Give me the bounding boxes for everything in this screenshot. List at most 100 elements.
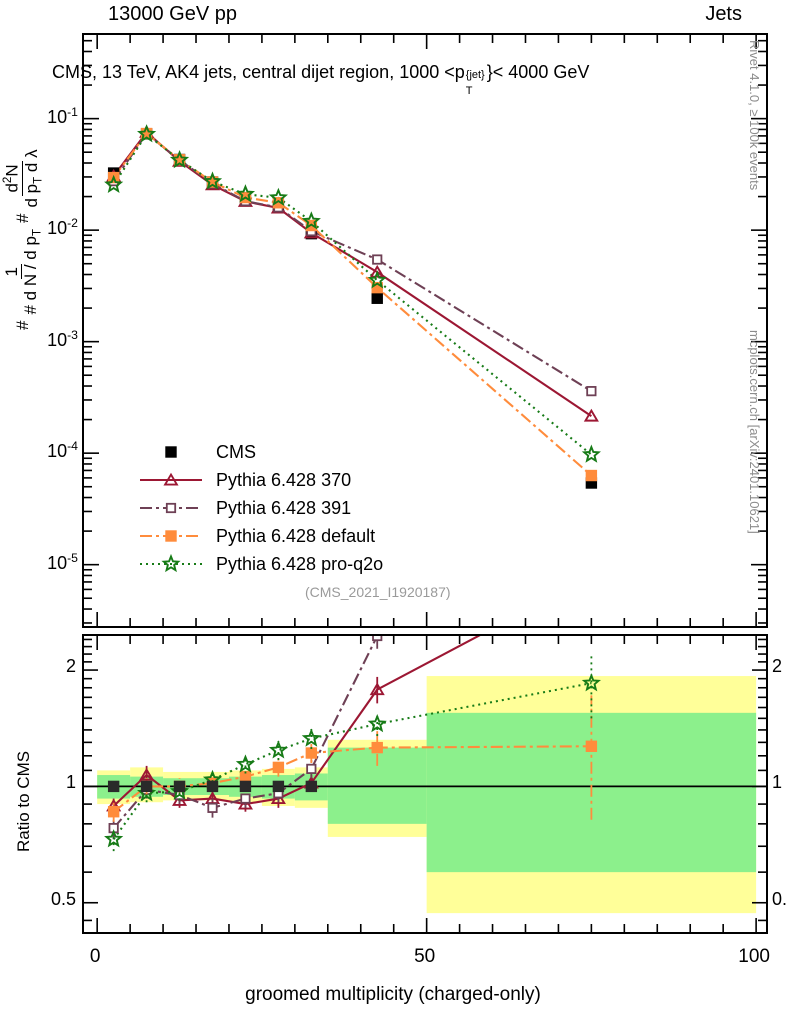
main-y-tick-label-2: 10-3 (47, 327, 78, 350)
main-point-series-1 (369, 264, 385, 278)
ylabel-N: N (2, 164, 22, 177)
ratio-point-series-2 (306, 763, 317, 774)
main-series-line-2 (112, 132, 592, 393)
ylabel-hash1: # (13, 320, 33, 330)
ylabel-d2-sup: 2 (2, 176, 14, 184)
main-point-series-4 (367, 270, 387, 289)
plot-title-text: CMS, 13 TeV, AK4 jets, central dijet reg… (52, 62, 465, 82)
ylabel-den1: # d N / d pT (20, 228, 44, 315)
legend-item-1[interactable]: Pythia 6.428 370 (140, 466, 383, 494)
main-point-series-4 (301, 211, 321, 230)
ratio-point-series-2 (207, 802, 218, 813)
legend-glyph-3 (165, 530, 177, 542)
legend-marker-star-open (140, 553, 202, 575)
ratio-point-series-2 (372, 636, 383, 642)
ylabel-dpt2: d p (21, 183, 41, 208)
ratio-point-cms (107, 780, 120, 793)
legend-marker-square-filled (140, 525, 202, 547)
legend-marker-square-open (140, 497, 202, 519)
x-tick-label-1: 50 (414, 946, 436, 967)
ylabel-dN: d N (20, 273, 40, 301)
ylabel-hash3: # (13, 213, 33, 223)
ratio-point-series-3 (107, 806, 120, 818)
main-plot-canvas (84, 35, 766, 626)
ylabel-dpt1-sub: T (31, 228, 44, 237)
mcplots-reference-label: mcplots.cern.ch [arXiv:2401.10621] (747, 330, 762, 534)
main-y-axis-label: # 1 # d N / d pT # d2N d pT d λ (2, 30, 44, 330)
ratio-y-tick-label-left-2: 0.5 (50, 888, 76, 909)
ylabel-fraction-right: d2N d pT d λ (2, 146, 44, 210)
main-y-tick-label-0: 10-1 (47, 104, 78, 127)
plot-title-superscript: {jet} (465, 69, 485, 81)
main-y-tick-label-4: 10-5 (47, 550, 78, 573)
main-plot-panel (82, 33, 768, 628)
legend-glyph-2 (165, 502, 177, 514)
plot-title-subscript: T (465, 85, 473, 97)
ratio-point-series-4 (235, 754, 256, 773)
ratio-point-series-4 (104, 829, 124, 848)
ratio-plot-panel (82, 634, 768, 934)
main-y-tick-label-3: 10-4 (47, 439, 78, 462)
ratio-point-series-4 (301, 728, 321, 747)
ratio-point-series-3 (305, 747, 318, 759)
ylabel-num2: d2N (2, 161, 23, 196)
ratio-series-line-4 (112, 682, 592, 840)
main-point-series-1 (583, 408, 599, 422)
legend-key-canvas-3 (140, 530, 202, 542)
legend-key-canvas-4 (140, 553, 202, 573)
main-point-series-4 (202, 171, 223, 190)
legend: CMS Pythia 6.428 370 Pythia 6.428 391 Pythi… (140, 438, 383, 578)
ratio-point-cms (305, 780, 318, 793)
ylabel-dpt2-sub: T (31, 176, 44, 184)
ylabel-fraction-left: 1 # d N / d pT (2, 226, 44, 318)
main-series-line-1 (112, 130, 592, 417)
ylabel-den2: d pT d λ (21, 146, 45, 210)
legend-glyph-0 (165, 446, 177, 458)
ylabel-dpt1: d p (20, 236, 40, 260)
main-point-series-3 (272, 197, 285, 209)
legend-glyph-1 (163, 472, 179, 486)
legend-item-4[interactable]: Pythia 6.428 pro-q2o (140, 550, 383, 578)
ratio-point-series-2 (240, 793, 251, 804)
main-point-cms (371, 292, 383, 304)
rivet-version-label: Rivet 4.1.0, ≥ 100k events (747, 40, 762, 191)
ratio-y-axis-label: Ratio to CMS (14, 750, 33, 852)
header-category: Jets (705, 3, 742, 25)
main-point-series-4 (169, 149, 190, 169)
ratio-y-tick-label-right-0: 2 (772, 656, 783, 677)
ratio-y-tick-label-right-1: 1 (772, 772, 783, 793)
main-series-line-3 (112, 132, 593, 477)
main-point-series-3 (585, 469, 598, 482)
ylabel-d2: d (2, 183, 22, 193)
legend-marker-triangle-open (140, 469, 202, 491)
ratio-point-cms (173, 780, 186, 793)
main-y-tick-label-1: 10-2 (47, 216, 78, 239)
main-series-line-4 (112, 132, 593, 456)
legend-item-2[interactable]: Pythia 6.428 391 (140, 494, 383, 522)
ratio-point-cms (140, 780, 153, 793)
main-point-series-4 (581, 444, 601, 463)
main-point-series-2 (372, 254, 383, 265)
plot-title-tail: }< 4000 GeV (486, 62, 590, 82)
legend-glyph-4 (161, 553, 181, 573)
plot-title: CMS, 13 TeV, AK4 jets, central dijet reg… (52, 62, 590, 97)
ratio-plot-canvas (84, 636, 766, 932)
ratio-point-series-3 (272, 761, 285, 774)
ratio-point-cms (272, 780, 285, 793)
legend-label-2: Pythia 6.428 391 (216, 497, 352, 518)
main-point-series-4 (137, 124, 157, 143)
ylabel-num1: 1 (2, 264, 22, 280)
ratio-point-cms (206, 780, 219, 793)
legend-key-canvas-2 (140, 502, 202, 514)
legend-label-3: Pythia 6.428 default (216, 525, 376, 546)
legend-item-0[interactable]: CMS (140, 438, 383, 466)
ratio-point-cms (239, 780, 252, 793)
legend-item-3[interactable]: Pythia 6.428 default (140, 522, 383, 550)
ratio-point-series-3 (371, 741, 383, 754)
legend-label-1: Pythia 6.428 370 (216, 469, 352, 490)
ratio-series-line-2 (112, 636, 382, 829)
main-point-series-4 (268, 187, 288, 206)
ratio-y-tick-label-left-1: 1 (65, 772, 76, 793)
ratio-y-tick-label-right-2: 0.5 (772, 888, 786, 909)
ratio-point-series-4 (581, 673, 601, 692)
